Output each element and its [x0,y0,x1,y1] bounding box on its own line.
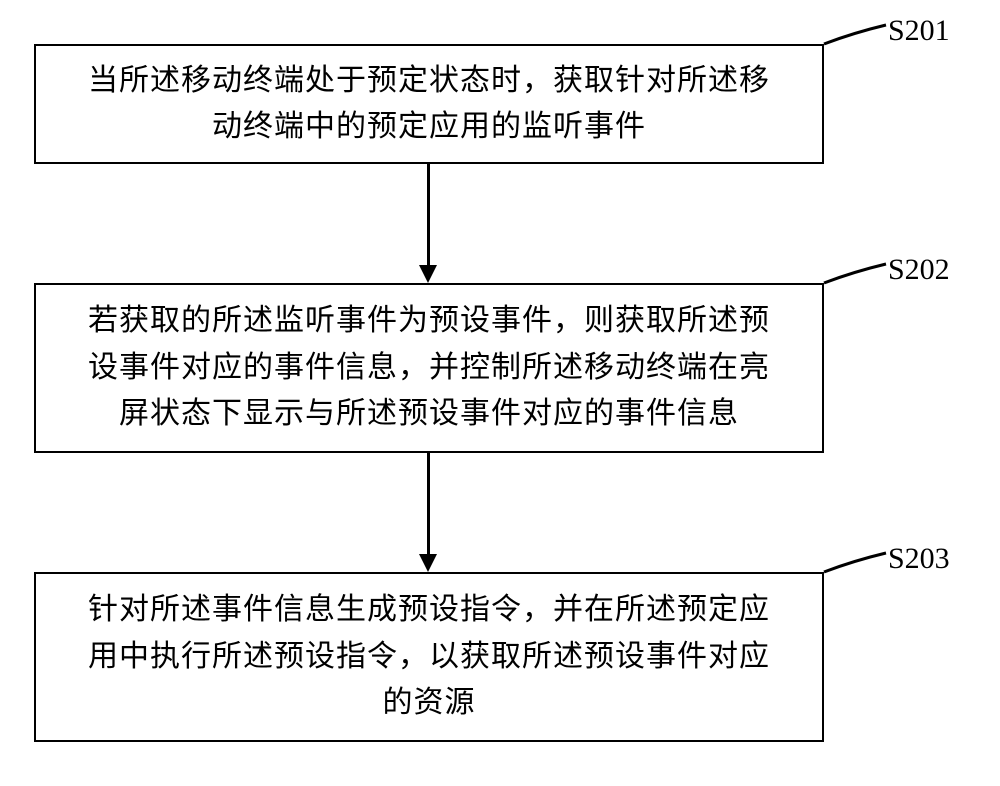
flowchart-canvas: 当所述移动终端处于预定状态时，获取针对所述移 动终端中的预定应用的监听事件 S2… [0,0,1000,786]
step-label-s203: S203 [888,542,950,576]
label-curve-s203 [0,0,1000,786]
